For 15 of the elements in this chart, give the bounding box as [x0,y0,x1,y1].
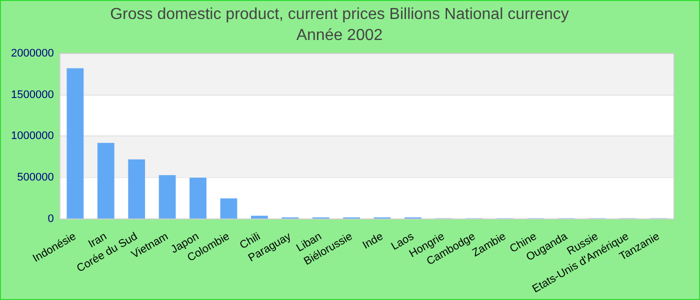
bar [250,216,268,219]
y-tick-label: 1500000 [10,88,54,101]
y-tick-label: 0 [48,213,54,226]
chart-title: Gross domestic product, current prices Billions National currency [110,6,569,24]
y-tick-label: 2000000 [10,47,54,60]
chart-subtitle: Année 2002 [296,27,383,44]
y-tick-label: 500000 [17,172,54,184]
bar [158,175,176,219]
bar [97,142,114,219]
bar [128,159,146,219]
bar [220,198,238,219]
y-tick-label: 1000000 [10,130,54,142]
bar [190,178,206,219]
bar [66,68,84,219]
x-tick-label: Inde [360,230,386,252]
